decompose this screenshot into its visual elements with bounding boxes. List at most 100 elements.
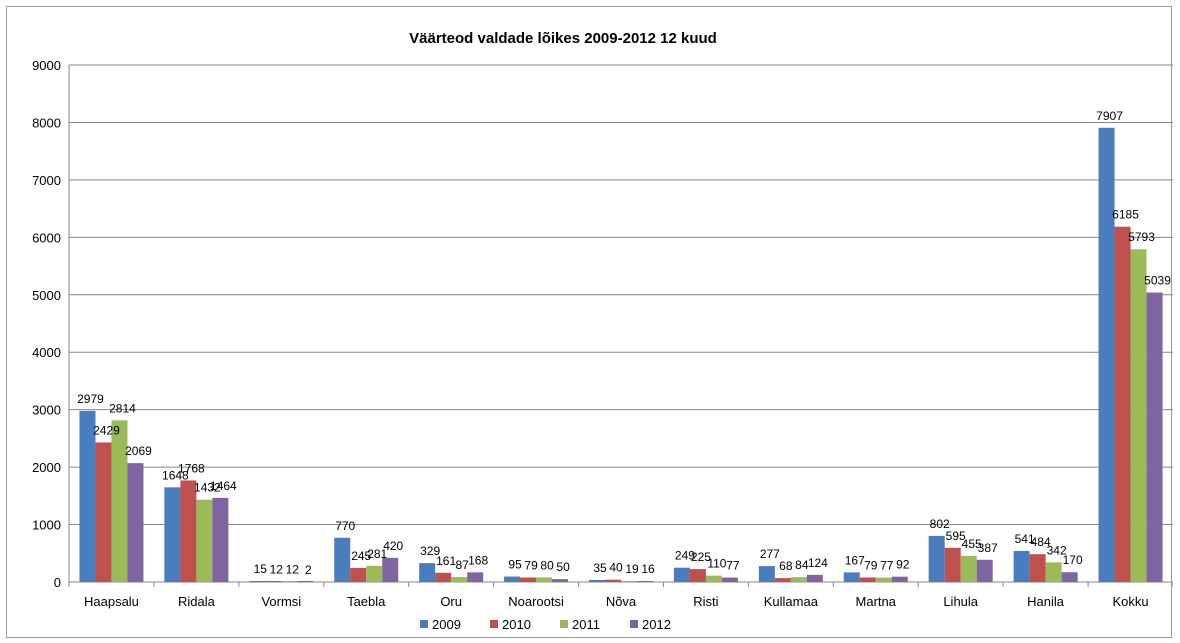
y-tick-label: 0 <box>54 575 61 590</box>
x-category-label: Nõva <box>606 594 637 609</box>
data-label: 2429 <box>93 423 120 437</box>
legend-label: 2009 <box>432 617 461 632</box>
bar-2012 <box>976 559 993 582</box>
data-label: 110 <box>707 557 726 571</box>
bar-2012 <box>297 581 314 582</box>
bar-2010 <box>350 567 367 582</box>
data-label: 2 <box>305 563 312 577</box>
bar-2009 <box>843 572 860 582</box>
bar-2012 <box>637 581 653 582</box>
bar-2011 <box>875 577 892 582</box>
x-category-label: Vormsi <box>261 594 301 609</box>
bar-2009 <box>504 576 521 582</box>
bar-2010 <box>1029 554 1046 582</box>
bar-2011 <box>705 575 722 582</box>
bar-2012 <box>467 572 484 582</box>
y-tick-label: 9000 <box>32 58 61 73</box>
data-label: 77 <box>880 559 894 573</box>
x-category-label: Martna <box>856 594 897 609</box>
bar-2011 <box>1130 249 1147 582</box>
bar-chart: Väärteod valdade lõikes 2009-2012 12 kuu… <box>32 30 1173 632</box>
data-label: 541 <box>1015 532 1035 546</box>
data-label: 802 <box>930 517 950 531</box>
bar-2009 <box>1098 127 1115 583</box>
data-label: 5793 <box>1128 230 1155 244</box>
data-label: 68 <box>779 559 793 573</box>
legend-swatch <box>630 620 638 628</box>
bar-2011 <box>281 581 298 582</box>
bar-2009 <box>419 563 436 582</box>
x-category-label: Noarootsi <box>508 594 564 609</box>
data-label: 168 <box>468 553 488 567</box>
x-category-label: Ridala <box>178 594 216 609</box>
data-label: 770 <box>335 519 355 533</box>
x-category-label: Hanila <box>1027 594 1065 609</box>
data-label: 5039 <box>1144 274 1171 288</box>
data-label: 16 <box>641 562 655 576</box>
bar-2011 <box>790 577 807 582</box>
data-label: 12 <box>286 562 300 576</box>
bar-2010 <box>859 577 876 582</box>
bar-2010 <box>180 480 197 582</box>
data-label: 387 <box>978 541 998 555</box>
data-label: 2979 <box>77 392 104 406</box>
data-label: 6185 <box>1112 208 1139 222</box>
bar-2012 <box>212 497 229 582</box>
bar-2010 <box>944 547 961 582</box>
bar-2011 <box>536 577 553 582</box>
x-category-label: Risti <box>693 594 718 609</box>
data-label: 19 <box>625 562 639 576</box>
x-category-label: Oru <box>440 594 462 609</box>
data-label: 79 <box>524 558 538 572</box>
legend: 2009 2010 2011 2012 <box>420 617 671 632</box>
chart-title: Väärteod valdade lõikes 2009-2012 12 kuu… <box>409 30 717 47</box>
y-tick-label: 4000 <box>32 345 61 360</box>
data-label: 1464 <box>210 479 237 493</box>
bar-2009 <box>249 581 266 582</box>
data-label: 87 <box>455 558 469 572</box>
data-label: 2814 <box>109 401 136 415</box>
data-label: 92 <box>896 558 910 572</box>
data-label: 77 <box>726 559 740 573</box>
y-tick-label: 3000 <box>32 403 61 418</box>
bar-2009 <box>928 535 945 582</box>
data-label: 79 <box>864 558 878 572</box>
data-label: 50 <box>556 560 570 574</box>
bar-2010 <box>435 572 452 582</box>
data-label: 245 <box>351 549 371 563</box>
bar-2010 <box>95 442 112 582</box>
x-category-label: Lihula <box>943 594 978 609</box>
bar-2011 <box>111 420 128 582</box>
data-label: 80 <box>540 558 554 572</box>
data-label: 15 <box>254 562 268 576</box>
bar-2012 <box>127 463 144 582</box>
data-label: 12 <box>270 562 284 576</box>
bar-2011 <box>1045 562 1062 582</box>
gridlines <box>69 64 1173 526</box>
data-label: 161 <box>436 554 456 568</box>
legend-label: 2012 <box>642 617 671 632</box>
y-tick-label: 8000 <box>32 115 61 130</box>
y-tick-label: 6000 <box>32 230 61 245</box>
x-category-label: Haapsalu <box>84 594 139 609</box>
bar-2009 <box>1013 550 1030 582</box>
legend-swatch <box>420 620 428 628</box>
bar-2011 <box>196 499 213 582</box>
bar-2011 <box>451 577 468 582</box>
data-label: 40 <box>609 561 623 575</box>
bar-2009 <box>673 567 690 582</box>
x-category-label: Kokku <box>1112 594 1148 609</box>
data-label: 95 <box>508 558 522 572</box>
bar-2009 <box>334 537 351 582</box>
bar-2010 <box>1114 226 1131 582</box>
data-label: 167 <box>845 553 865 567</box>
bar-2012 <box>891 576 908 582</box>
x-category-label: Taebla <box>347 594 386 609</box>
data-label: 1432 <box>194 481 221 495</box>
legend-swatch <box>560 620 568 628</box>
x-category-label: Kullamaa <box>764 594 819 609</box>
data-label: 84 <box>795 558 809 572</box>
data-label: 329 <box>420 544 440 558</box>
data-label: 249 <box>675 549 695 563</box>
